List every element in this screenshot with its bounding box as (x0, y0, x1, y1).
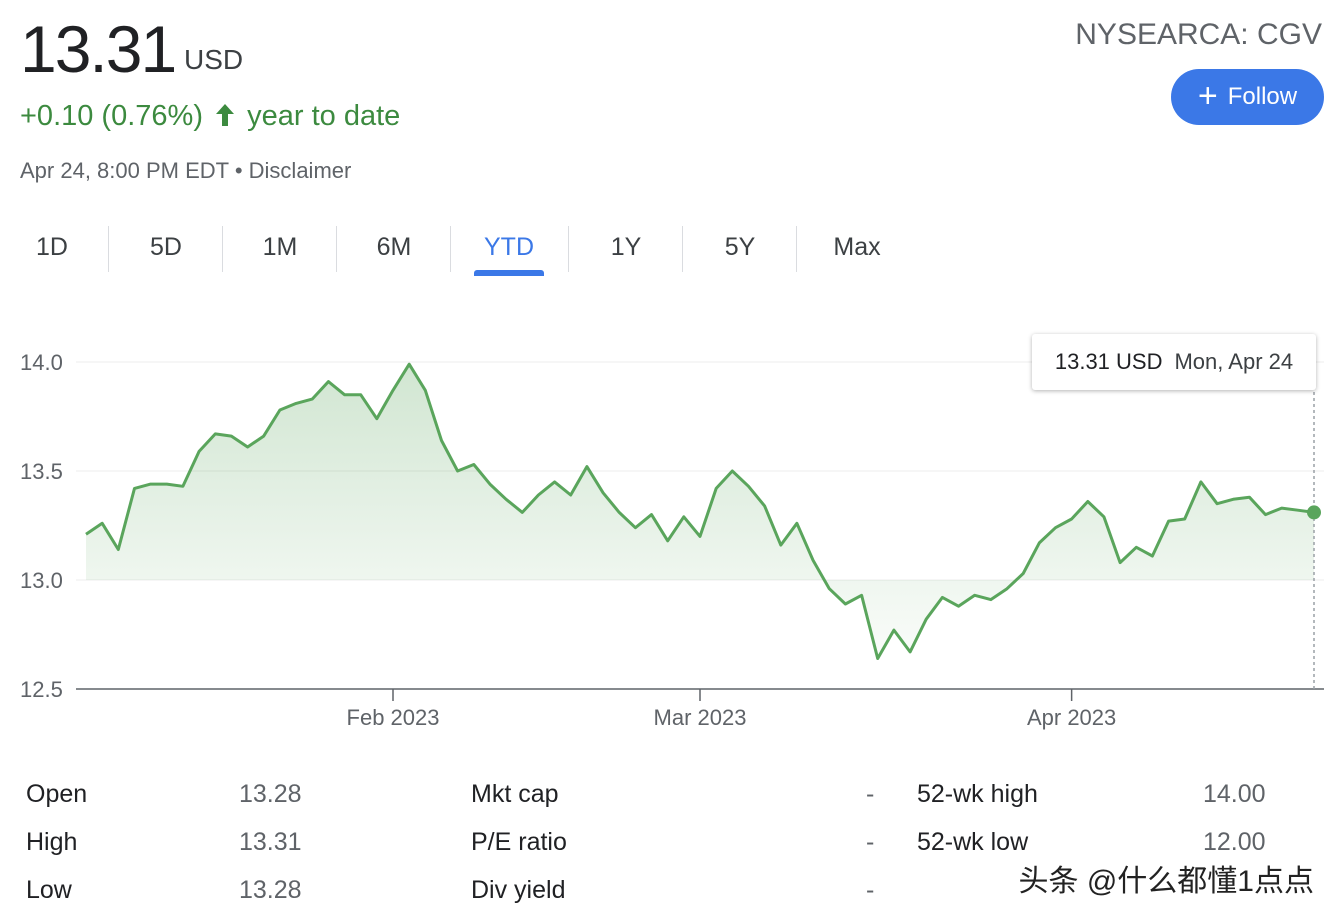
price-line (85, 362, 1315, 660)
tab-max[interactable]: Max (833, 232, 881, 261)
tab-5d[interactable]: 5D (150, 232, 182, 261)
disclaimer-link[interactable]: Disclaimer (248, 158, 352, 183)
stat-mktcap-value: - (866, 780, 875, 808)
stat-high-value: 13.31 (239, 828, 302, 856)
stat-open-value: 13.28 (239, 780, 302, 808)
stat-divyield-value: - (866, 876, 875, 904)
y-tick-label: 12.5 (20, 677, 63, 702)
tab-divider (568, 226, 569, 272)
y-axis-labels: 12.5 13.0 13.5 14.0 (20, 350, 63, 702)
ticker-symbol: NYSEARCA: CGV (1075, 18, 1322, 51)
price-area (86, 364, 1314, 659)
x-tick-label: Feb 2023 (347, 705, 440, 730)
timestamp-text: Apr 24, 8:00 PM EDT (20, 158, 229, 183)
tab-divider (108, 226, 109, 272)
separator-dot: • (234, 158, 243, 183)
stat-open-label: Open (26, 780, 88, 808)
tab-divider (796, 226, 797, 272)
tab-1m[interactable]: 1M (262, 232, 298, 261)
tab-1d[interactable]: 1D (36, 232, 68, 261)
x-tick-label: Apr 2023 (1027, 705, 1116, 730)
stat-low-label: Low (26, 876, 72, 904)
y-tick-label: 13.5 (20, 459, 63, 484)
stat-pe-value: - (866, 828, 875, 856)
stat-mktcap-label: Mkt cap (471, 780, 559, 808)
current-price: 13.31 (20, 12, 177, 86)
arrow-up-icon (215, 100, 235, 133)
follow-button[interactable]: + Follow (1171, 69, 1324, 125)
tab-divider (450, 226, 451, 272)
change-period: year to date (247, 100, 401, 132)
last-price-dot (1307, 505, 1321, 520)
active-tab-indicator (474, 270, 544, 276)
tab-6m[interactable]: 6M (376, 232, 412, 261)
stat-divyield-label: Div yield (471, 876, 566, 904)
watermark: 头条 @什么都懂1点点 (1018, 865, 1314, 898)
tab-5y[interactable]: 5Y (724, 232, 756, 261)
change-value: +0.10 (0.76%) (20, 100, 203, 132)
stat-high-label: High (26, 828, 78, 856)
range-tabs: 1D 5D 1M 6M YTD 1Y 5Y Max (0, 222, 900, 278)
key-stats: Open 13.28 High 13.31 Low 13.28 Mkt cap … (0, 770, 1340, 922)
stat-low-value: 13.28 (239, 876, 302, 904)
y-tick-label: 13.0 (20, 568, 63, 593)
price-chart[interactable]: 12.5 13.0 13.5 14.0 Feb 2023 Mar 2023 Apr 202… (0, 300, 1340, 740)
tab-ytd[interactable]: YTD (484, 232, 534, 261)
tab-1y[interactable]: 1Y (610, 232, 642, 261)
plus-icon: + (1197, 76, 1218, 115)
stat-52wk-low-value: 12.00 (1203, 828, 1266, 856)
stat-52wk-low-label: 52-wk low (917, 828, 1029, 856)
currency-label: USD (184, 44, 244, 75)
x-tick-label: Mar 2023 (654, 705, 747, 730)
tab-divider (222, 226, 223, 272)
stat-52wk-high-value: 14.00 (1203, 780, 1266, 808)
stat-pe-label: P/E ratio (471, 828, 567, 856)
price-tooltip: 13.31 USD Mon, Apr 24 (1032, 334, 1316, 390)
follow-label: Follow (1227, 83, 1298, 110)
tooltip-date: Mon, Apr 24 (1174, 349, 1294, 374)
stat-52wk-high-label: 52-wk high (917, 780, 1038, 808)
price-change: +0.10 (0.76%) year to date (20, 100, 400, 133)
quote-timestamp: Apr 24, 8:00 PM EDT • Disclaimer (20, 158, 351, 184)
tab-divider (336, 226, 337, 272)
tooltip-price: 13.31 USD (1054, 349, 1163, 374)
y-tick-label: 14.0 (20, 350, 63, 375)
tab-divider (682, 226, 683, 272)
x-axis-ticks: Feb 2023 Mar 2023 Apr 2023 (347, 689, 1116, 730)
